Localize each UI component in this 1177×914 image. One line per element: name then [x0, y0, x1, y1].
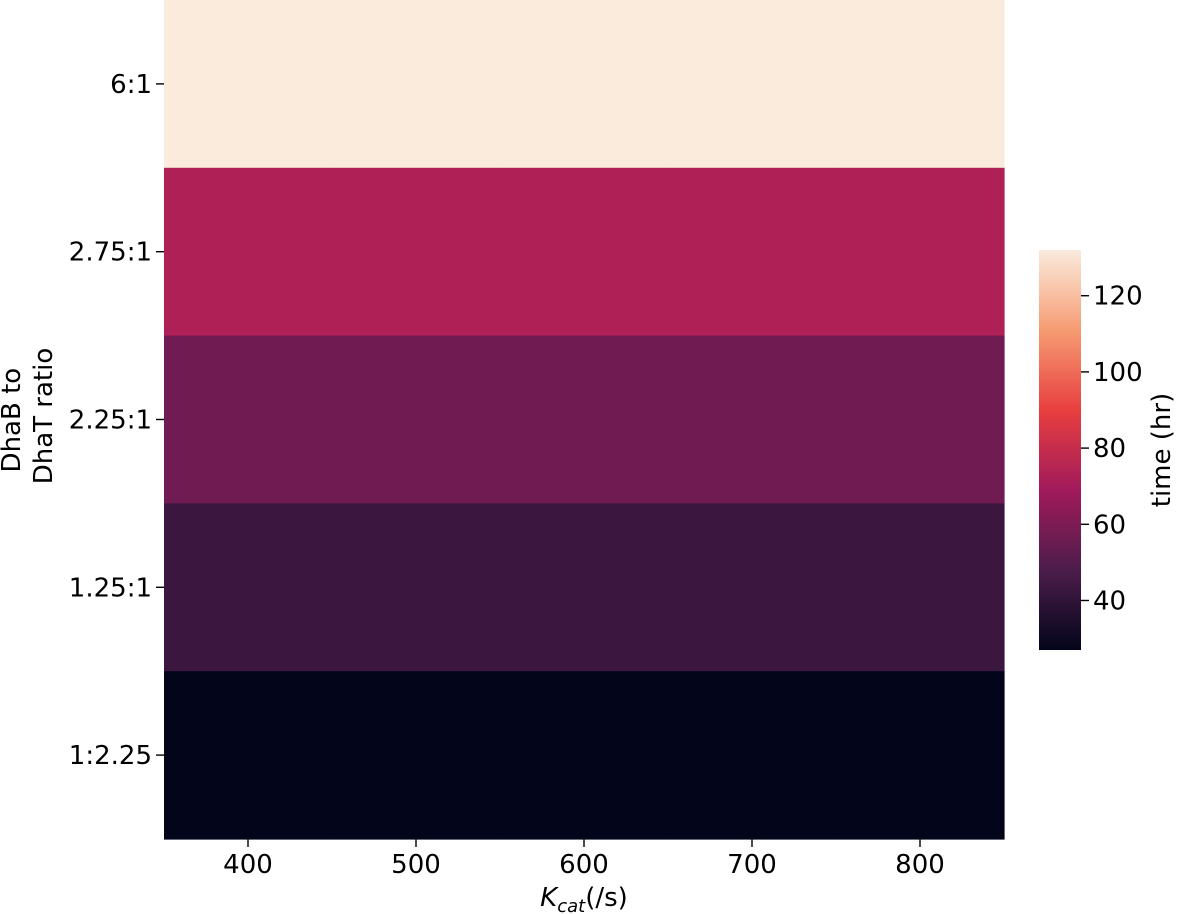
colorbar-tick-label: 40 [1093, 586, 1126, 616]
colorbar-label: time (hr) [1147, 393, 1177, 507]
y-axis-label: DhaB to DhaT ratio [0, 348, 59, 485]
heatmap-cells [164, 0, 1005, 840]
colorbar-tick-label: 60 [1093, 510, 1126, 540]
colorbar-tick-label: 80 [1093, 434, 1126, 464]
colorbar-tick-label: 100 [1093, 358, 1143, 388]
heatmap-cell [668, 335, 837, 504]
x-tick-label: 500 [391, 850, 441, 880]
heatmap-cell [668, 167, 837, 337]
x-tick-label: 600 [559, 850, 609, 880]
heatmap-cell [500, 335, 669, 504]
y-tick-label: 6:1 [110, 70, 152, 100]
heatmap-cell [164, 167, 333, 337]
y-tick-label: 2.25:1 [69, 406, 152, 436]
x-tick-label: 700 [727, 850, 777, 880]
heatmap-cell [500, 671, 669, 840]
heatmap-cell [164, 335, 333, 504]
heatmap-cell [164, 503, 333, 672]
x-tick-label: 800 [895, 850, 945, 880]
colorbar-tick-label: 120 [1093, 282, 1143, 312]
y-tick-label: 1.25:1 [69, 573, 152, 603]
heatmap-cell [332, 503, 501, 672]
heatmap-cell [668, 671, 837, 840]
heatmap-cell [164, 671, 333, 840]
heatmap-cell [836, 335, 1005, 504]
heatmap-cell [500, 503, 669, 672]
heatmap-cell [332, 167, 501, 337]
x-tick-label: 400 [223, 850, 273, 880]
heatmap-cell [836, 167, 1005, 337]
heatmap-cell [668, 503, 837, 672]
heatmap-cell [500, 0, 669, 169]
y-tick-label: 1:2.25 [69, 741, 152, 771]
colorbar-ticks: 40 60 80 100 120 [1081, 282, 1143, 616]
heatmap-cell [332, 0, 501, 169]
heatmap-cell [836, 0, 1005, 169]
heatmap-cell [836, 503, 1005, 672]
y-axis-ticks: 6:1 2.75:1 2.25:1 1.25:1 1:2.25 [69, 70, 164, 771]
heatmap-cell [836, 671, 1005, 840]
heatmap-cell [668, 0, 837, 169]
heatmap-cell [500, 167, 669, 337]
y-tick-label: 2.75:1 [69, 238, 152, 268]
heatmap-cell [332, 671, 501, 840]
x-axis-label: Kcat(/s) [540, 883, 628, 914]
heatmap-cell [164, 0, 333, 169]
colorbar [1039, 250, 1081, 650]
x-axis-ticks: 400 500 600 700 800 [223, 839, 945, 880]
heatmap-cell [332, 335, 501, 504]
